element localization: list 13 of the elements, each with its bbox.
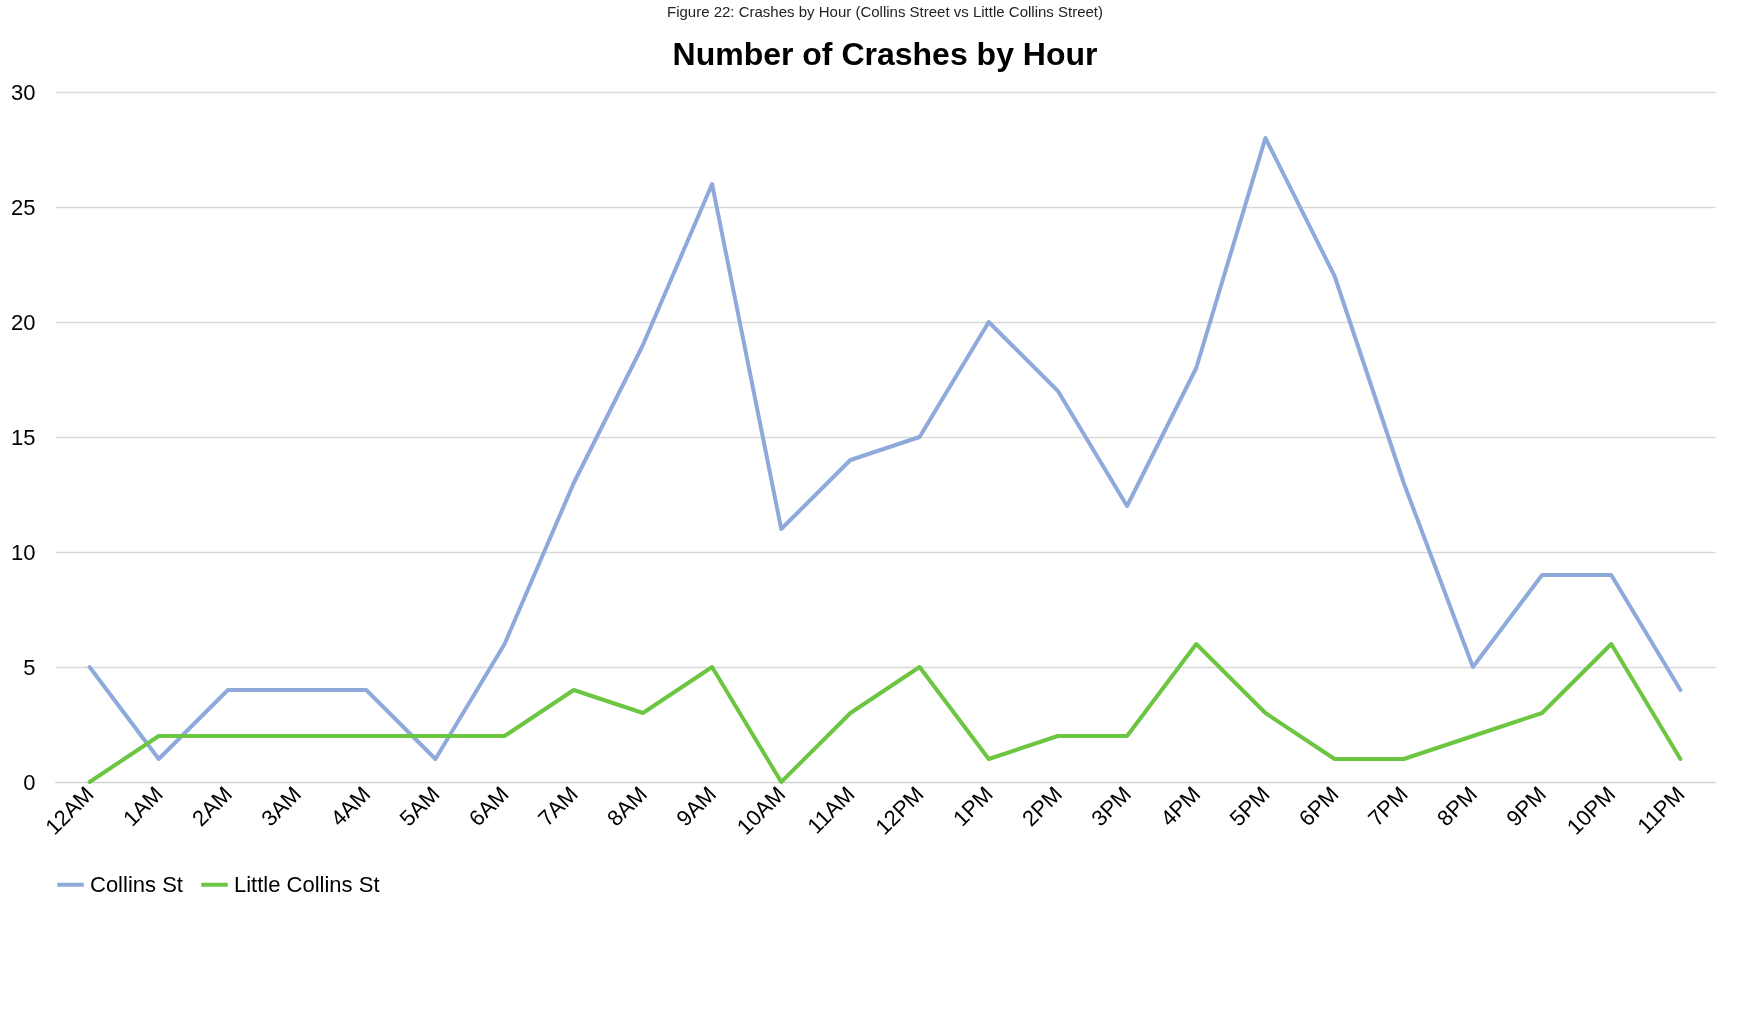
line-series xyxy=(87,136,1683,761)
legend-label: Collins St xyxy=(90,871,183,897)
y-tick-label: 10 xyxy=(11,539,36,565)
y-tick-label: 5 xyxy=(23,654,36,680)
y-tick-label: 20 xyxy=(11,309,36,335)
y-tick-label: 30 xyxy=(11,79,36,105)
y-tick-label: 0 xyxy=(23,769,36,795)
y-tick-label: 25 xyxy=(11,194,36,220)
caption: Figure 22: Crashes by Hour (Collins Street vs Little Collins Street) xyxy=(667,3,1103,20)
line-series xyxy=(87,642,1683,784)
legend-label: Little Collins St xyxy=(234,871,380,897)
chart-title: Number of Crashes by Hour xyxy=(672,36,1098,72)
y-tick-label: 15 xyxy=(11,424,36,450)
